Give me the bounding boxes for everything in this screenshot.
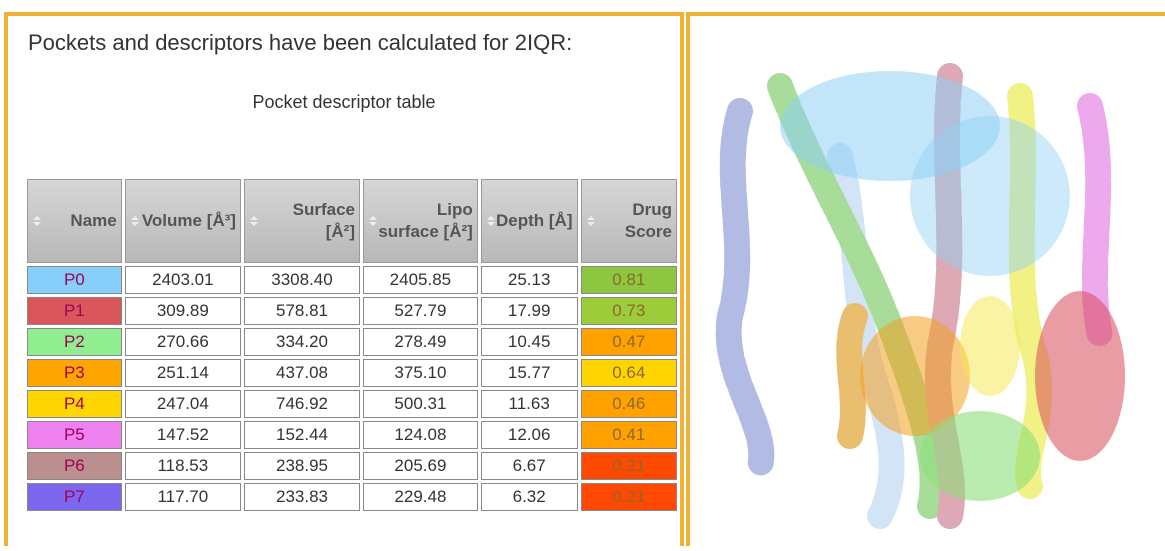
cell: 746.92 — [244, 390, 360, 418]
drug-score: 0.41 — [581, 421, 678, 449]
cell: 15.77 — [481, 359, 578, 387]
pocket-name: P2 — [27, 328, 122, 356]
pocket-name: P5 — [27, 421, 122, 449]
cell: 233.83 — [244, 483, 360, 511]
descriptor-panel: Pockets and descriptors have been calcul… — [4, 12, 684, 546]
page: {"intro": "Pockets and descriptors have … — [0, 0, 1165, 537]
intro-text: Pockets and descriptors have been calcul… — [28, 30, 572, 56]
column-header[interactable]: Volume [Å³] — [125, 179, 241, 263]
cell: 117.70 — [125, 483, 241, 511]
drug-score: 0.73 — [581, 297, 678, 325]
column-header[interactable]: Drug Score — [581, 179, 678, 263]
drug-score: 0.81 — [581, 266, 678, 294]
cell: 270.66 — [125, 328, 241, 356]
cell: 147.52 — [125, 421, 241, 449]
drug-score: 0.21 — [581, 483, 678, 511]
cell: 578.81 — [244, 297, 360, 325]
structure-view — [686, 12, 1165, 546]
pocket-name: P3 — [27, 359, 122, 387]
drug-score: 0.21 — [581, 452, 678, 480]
cell: 278.49 — [363, 328, 478, 356]
pocket-name: P0 — [27, 266, 122, 294]
cell: 11.63 — [481, 390, 578, 418]
cell: 437.08 — [244, 359, 360, 387]
cell: 309.89 — [125, 297, 241, 325]
cell: 247.04 — [125, 390, 241, 418]
pocket-name: P7 — [27, 483, 122, 511]
cell: 152.44 — [244, 421, 360, 449]
cell: 527.79 — [363, 297, 478, 325]
cell: 6.67 — [481, 452, 578, 480]
molecule-image — [690, 16, 1165, 546]
cell: 118.53 — [125, 452, 241, 480]
drug-score: 0.47 — [581, 328, 678, 356]
cell: 238.95 — [244, 452, 360, 480]
pocket-name: P4 — [27, 390, 122, 418]
cell: 229.48 — [363, 483, 478, 511]
pocket-name: P1 — [27, 297, 122, 325]
cell: 124.08 — [363, 421, 478, 449]
drug-score: 0.64 — [581, 359, 678, 387]
cell: 2403.01 — [125, 266, 241, 294]
cell: 17.99 — [481, 297, 578, 325]
cell: 10.45 — [481, 328, 578, 356]
cell: 334.20 — [244, 328, 360, 356]
pocket-name: P6 — [27, 452, 122, 480]
cell: 251.14 — [125, 359, 241, 387]
column-header[interactable]: Surface [Å²] — [244, 179, 360, 263]
column-header[interactable]: Depth [Å] — [481, 179, 578, 263]
column-header[interactable]: Name — [27, 179, 122, 263]
cell: 3308.40 — [244, 266, 360, 294]
cell: 500.31 — [363, 390, 478, 418]
cell: 2405.85 — [363, 266, 478, 294]
cell: 6.32 — [481, 483, 578, 511]
column-header[interactable]: Lipo surface [Å²] — [363, 179, 478, 263]
cell: 375.10 — [363, 359, 478, 387]
drug-score: 0.46 — [581, 390, 678, 418]
cell: 205.69 — [363, 452, 478, 480]
cell: 12.06 — [481, 421, 578, 449]
table-caption: Pocket descriptor table — [8, 92, 680, 113]
cell: 25.13 — [481, 266, 578, 294]
